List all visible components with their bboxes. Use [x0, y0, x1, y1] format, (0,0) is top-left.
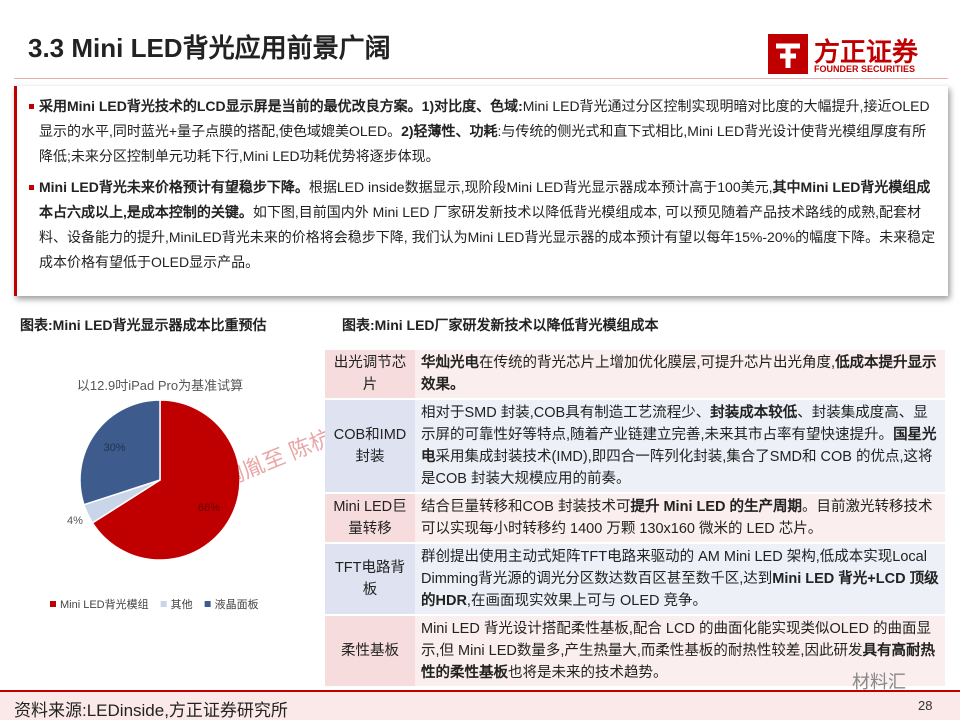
- logo-subtext: FOUNDER SECURITIES: [814, 64, 916, 74]
- bullet: 采用Mini LED背光技术的LCD显示屏是当前的最优改良方案。1)对比度、色域…: [17, 94, 948, 169]
- row-content: 群创提出使用主动式矩阵TFT电路来驱动的 AM Mini LED 架构,低成本实…: [415, 543, 945, 616]
- logo-text: 方正证券: [814, 37, 919, 67]
- caption: 图表:Mini LED厂家研发新技术以降低背光模组成本: [342, 317, 659, 333]
- row-label: 出光调节芯片: [325, 350, 415, 400]
- header-rule: [14, 78, 948, 79]
- pie-slice: [79, 399, 161, 506]
- slide-title: 3.3 Mini LED背光应用前景广阔: [28, 33, 391, 63]
- text-run: Mini LED 背光设计搭配柔性基板,配合 LCD 的曲面化能实现类似OLED…: [421, 621, 931, 659]
- table-row: Mini LED巨量转移 结合巨量转移和COB 封装技术可提升 Mini LED …: [325, 493, 945, 544]
- text-run: 相对于SMD 封装,COB具有制造工艺流程少、: [421, 405, 711, 421]
- text-run: :与传统的侧光式和直下式相比,Mini LED背光设计使背光模组厚度有所降低;未…: [39, 123, 927, 164]
- text-run: 在传统的背光芯片上增加优化膜层,可提升芯片出光角度,: [479, 355, 836, 371]
- text-run: 其中Mini LED背光模组成本占六成以上,是成本控制的关键。: [39, 179, 931, 220]
- pie-chart: 以12.9吋iPad Pro为基准试算 66% 4% 30% Mini LED背光模组 其…: [50, 378, 259, 611]
- text-run: 也将是未来的技术趋势。: [508, 665, 668, 681]
- footer: 资料来源:LEDinside,方正证券研究所 材料汇 28: [0, 672, 960, 720]
- tech-table: 出光调节芯片 华灿光电在传统的背光芯片上增加优化膜层,可提升芯片出光角度,低成本提…: [325, 350, 945, 688]
- text-run: 如下图,目前国内外 Mini LED 厂家研发新技术以降低背光模组成本, 可以预…: [39, 204, 936, 270]
- text-run: 封装成本较低: [710, 405, 798, 421]
- text-run: 采用集成封装技术(IMD),即四合一阵列化封装,集合了SMD和 COB 的优点,…: [421, 449, 933, 487]
- page-number: 28: [918, 698, 933, 713]
- row-content: Mini LED 背光设计搭配柔性基板,配合 LCD 的曲面化能实现类似OLED…: [415, 615, 945, 688]
- table-row: TFT电路背板 群创提出使用主动式矩阵TFT电路来驱动的 AM Mini LED …: [325, 543, 945, 616]
- text-run: Mini LED背光通过分区控制实现明暗对比度的大幅提升,接近OLED 显示的水…: [39, 98, 930, 139]
- logo-icon: [768, 34, 808, 74]
- text-run: 、封装集成度高、显示屏的可靠性好等特点,随着产业链建立完善,未来其市占率有望快速…: [421, 405, 928, 443]
- row-label: COB和IMD封装: [325, 399, 415, 494]
- text-run: 群创提出使用主动式矩阵TFT电路来驱动的 AM Mini LED 架构,低成本实…: [421, 549, 927, 587]
- value-label: 30%: [104, 442, 126, 454]
- text-run: 具有高耐热性的柔性基板: [421, 643, 935, 681]
- text-run: 采用Mini LED背光技术的LCD显示屏是当前的最优改良方案。1)对比度、色域…: [39, 98, 523, 114]
- row-label: 柔性基板: [325, 615, 415, 688]
- value-label: 4%: [67, 515, 83, 527]
- legend-swatch: [204, 601, 211, 607]
- bullet: Mini LED背光未来价格预计有望稳步下降。根据LED inside数据显示,…: [17, 175, 948, 275]
- row-content: 华灿光电在传统的背光芯片上增加优化膜层,可提升芯片出光角度,低成本提升显示效果。: [415, 350, 945, 400]
- row-label: TFT电路背板: [325, 543, 415, 616]
- text-run: 。目前激光转移技术可以实现每小时转移约 1400 万颗 130x160 微米的 …: [421, 499, 933, 537]
- value-label: 66%: [198, 502, 220, 514]
- chart-subtitle: 以12.9吋iPad Pro为基准试算: [77, 378, 243, 393]
- row-content: 相对于SMD 封装,COB具有制造工艺流程少、封装成本较低、封装集成度高、显示屏…: [415, 399, 945, 494]
- legend-label: Mini LED背光模组: [60, 597, 149, 611]
- table-row: COB和IMD封装 相对于SMD 封装,COB具有制造工艺流程少、封装成本较低、封…: [325, 399, 945, 494]
- text-run: 根据LED inside数据显示,现阶段Mini LED背光显示器成本预计高于1…: [308, 179, 773, 195]
- table-row: 出光调节芯片 华灿光电在传统的背光芯片上增加优化膜层,可提升芯片出光角度,低成本提…: [325, 350, 945, 400]
- legend-swatch: [50, 601, 56, 607]
- legend-label: 液晶面板: [215, 597, 259, 611]
- pie-slice: [91, 399, 241, 561]
- text-run: 低成本提升显示效果。: [421, 355, 937, 393]
- text-run: 华灿光电: [421, 355, 479, 371]
- text-run: 提升 Mini LED 的生产周期: [630, 499, 803, 515]
- row-content: 结合巨量转移和COB 封装技术可提升 Mini LED 的生产周期。目前激光转移…: [415, 493, 945, 544]
- legend-swatch: [160, 601, 167, 607]
- bullet-box: 采用Mini LED背光技术的LCD显示屏是当前的最优改良方案。1)对比度、色域…: [14, 86, 948, 296]
- legend-label: 其他: [171, 598, 193, 611]
- row-label: Mini LED巨量转移: [325, 493, 415, 544]
- text-run: 国星光电: [421, 427, 937, 465]
- source: 资料来源:LEDinside,方正证券研究所: [14, 701, 288, 720]
- text-run: ,在画面现实效果上可与 OLED 竞争。: [466, 593, 707, 609]
- caption: 图表:Mini LED背光显示器成本比重预估: [20, 317, 267, 333]
- brand-watermark: 材料汇: [852, 672, 906, 692]
- text-run: Mini LED 背光+LCD 顶级的HDR: [421, 571, 939, 609]
- text-run: 2)轻薄性、功耗: [401, 123, 498, 139]
- text-run: 结合巨量转移和COB 封装技术可: [421, 499, 631, 515]
- text-run: Mini LED背光未来价格预计有望稳步下降。: [39, 179, 309, 195]
- table-row: 柔性基板 Mini LED 背光设计搭配柔性基板,配合 LCD 的曲面化能实现类似…: [325, 615, 945, 688]
